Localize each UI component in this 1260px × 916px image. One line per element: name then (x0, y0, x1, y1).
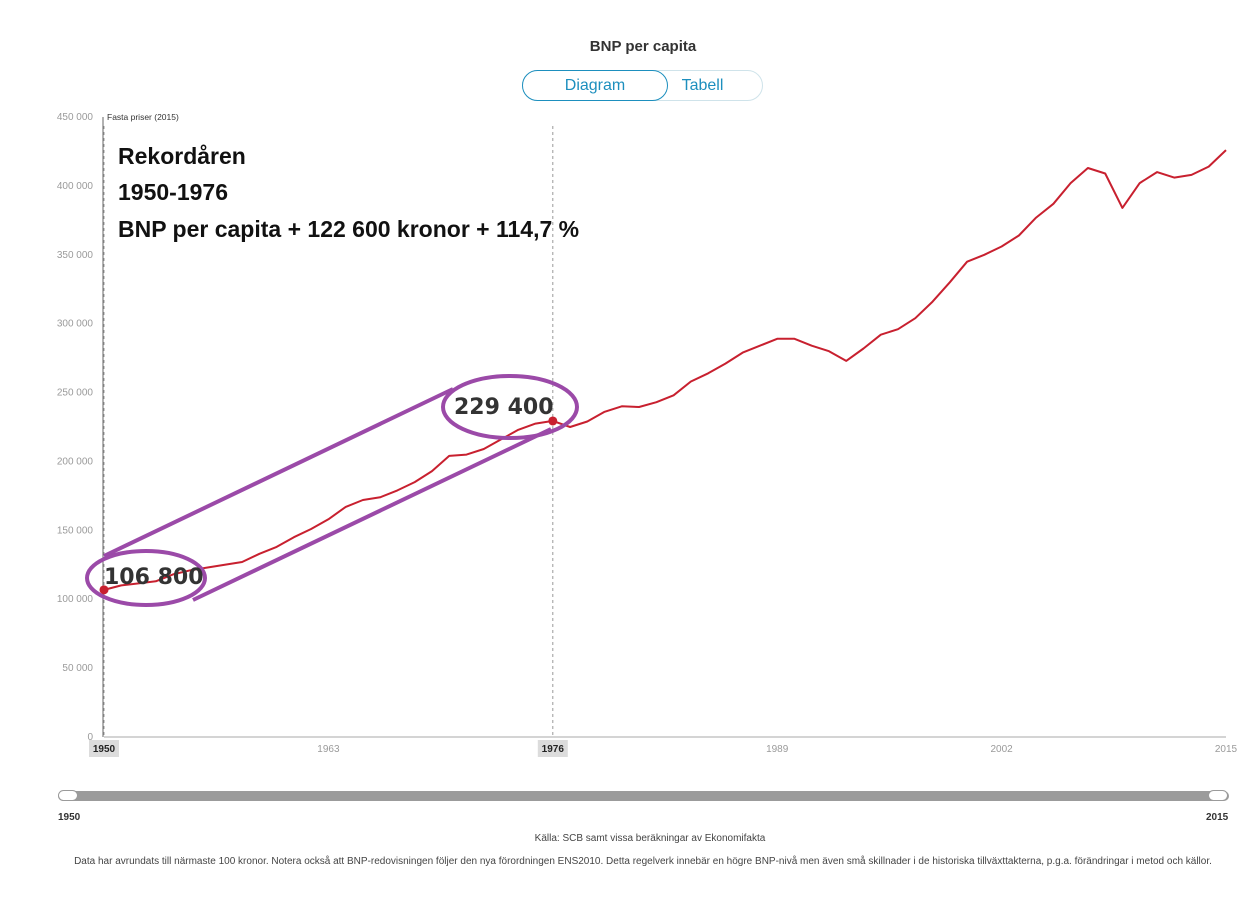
footnote-text: Data har avrundats till närmaste 100 kro… (74, 856, 1212, 867)
range-slider-start-handle[interactable] (58, 790, 78, 801)
y-axis-unit-label: Fasta priser (2015) (107, 112, 179, 122)
x-tick-label: 1976 (542, 744, 565, 755)
x-tick-highlight (89, 740, 119, 757)
annotation-summary: BNP per capita + 122 600 kronor + 114,7 … (118, 216, 579, 242)
chart-title: BNP per capita (589, 38, 697, 55)
view-toggle: Diagram Tabell (522, 70, 763, 101)
y-tick-label: 0 (87, 732, 93, 743)
series-line (103, 149, 1227, 591)
annotation-callout (85, 374, 579, 607)
y-tick-label: 50 000 (62, 663, 93, 674)
x-tick-label: 2015 (1215, 744, 1238, 755)
series-group (99, 149, 1227, 595)
start-value-label: 106 800 (104, 565, 204, 590)
x-tick-label: 2002 (990, 744, 1013, 755)
y-tick-label: 250 000 (57, 388, 94, 399)
y-tick-label: 200 000 (57, 456, 94, 467)
y-tick-label: 150 000 (57, 525, 94, 536)
x-tick-label: 1950 (93, 744, 116, 755)
tab-diagram[interactable]: Diagram (522, 70, 668, 101)
y-tick-label: 450 000 (57, 112, 94, 123)
range-slider-end-handle[interactable] (1208, 790, 1228, 801)
start-value-ellipse (85, 549, 207, 607)
callout-band-upper (103, 387, 454, 558)
annotation-period: 1950-1976 (118, 179, 228, 205)
y-tick-label: 100 000 (57, 594, 94, 605)
y-axis: 0 50 000 100 000 150 000 200 000 250 000 300 0… (57, 112, 104, 743)
range-slider-track[interactable] (58, 791, 1229, 801)
annotation-heading: Rekordåren (118, 143, 246, 169)
source-text: Källa: SCB samt vissa beräkningar av Eko… (534, 833, 766, 844)
data-point-marker[interactable] (548, 416, 558, 426)
y-tick-label: 350 000 (57, 250, 94, 261)
y-tick-label: 400 000 (57, 181, 94, 192)
data-point-marker[interactable] (99, 585, 109, 595)
tab-tabell[interactable]: Tabell (681, 77, 724, 94)
end-value-label: 229 400 (454, 395, 554, 420)
x-tick-label: 1989 (766, 744, 789, 755)
end-value-ellipse (441, 374, 579, 440)
y-tick-label: 300 000 (57, 319, 94, 330)
line-chart: 0 50 000 100 000 150 000 200 000 250 000 300 0… (57, 112, 1238, 757)
x-axis: 1950 1963 1976 1989 2002 2015 (89, 126, 1238, 757)
x-tick-label: 1963 (317, 744, 340, 755)
callout-band-lower (192, 427, 552, 602)
slider-max-label: 2015 (1206, 812, 1229, 823)
slider-min-label: 1950 (58, 812, 81, 823)
x-tick-highlight (537, 740, 568, 757)
